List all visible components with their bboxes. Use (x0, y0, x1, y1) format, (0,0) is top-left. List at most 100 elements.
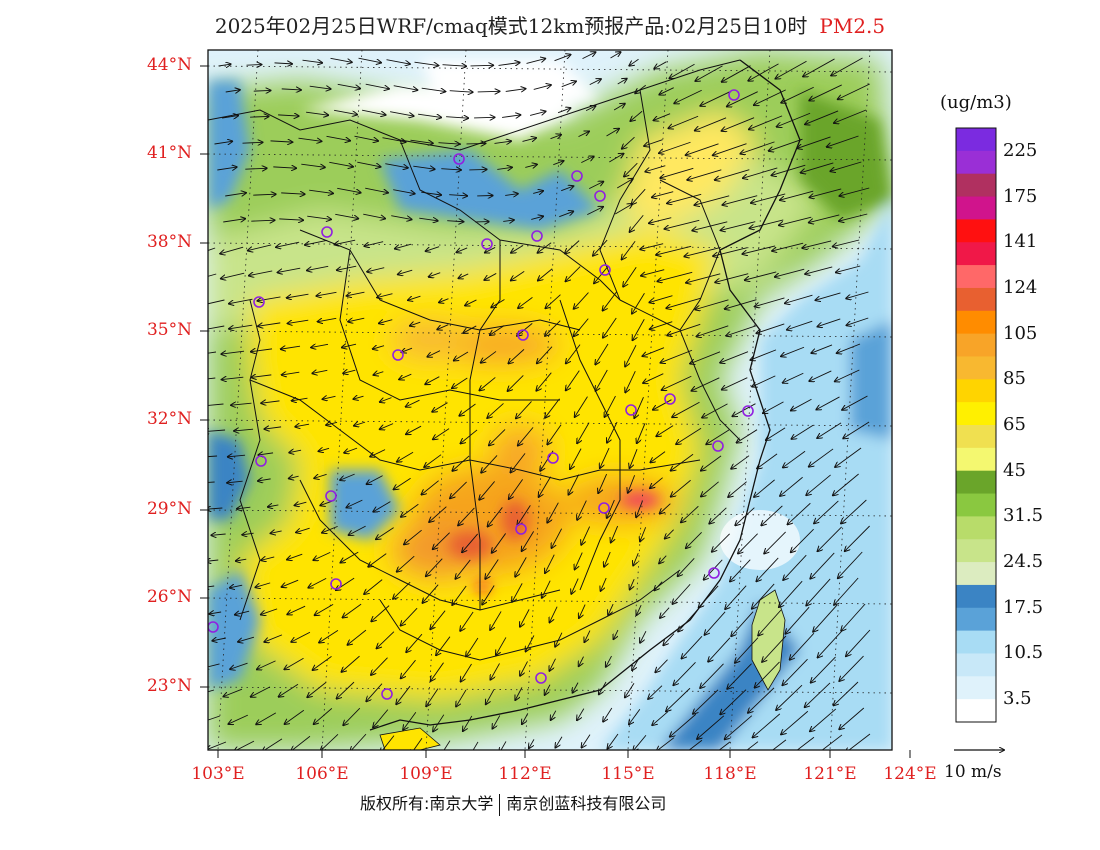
wind-arrow (511, 271, 525, 280)
wind-arrow (261, 401, 280, 403)
wind-arrow (841, 499, 867, 523)
wind-arrow (551, 710, 557, 720)
wind-arrow (670, 63, 695, 78)
wind-arrow (313, 655, 332, 670)
wind-arrow (659, 87, 674, 95)
wind-arrow (449, 91, 473, 93)
wind-arrow (659, 555, 667, 564)
wind-arrow (599, 681, 607, 694)
wind-arrow (783, 658, 808, 685)
wind-arrow (780, 190, 814, 200)
wind-arrow (406, 425, 422, 434)
wind-arrow (479, 377, 496, 390)
wind-arrow (654, 113, 671, 121)
wind-arrow (443, 740, 451, 750)
wind-arrow (522, 138, 537, 142)
wind-arrow (490, 325, 505, 335)
wind-arrow (616, 179, 633, 189)
wind-arrow (408, 296, 421, 300)
wind-arrow (505, 194, 518, 196)
station-marker (515, 523, 527, 535)
wind-arrow (334, 239, 356, 244)
wind-arrow (632, 188, 646, 204)
wind-arrow (606, 655, 612, 667)
wind-arrow (258, 479, 271, 481)
wind-arrow (264, 634, 283, 642)
wind-arrow (653, 399, 672, 410)
wind-arrow (281, 89, 301, 90)
lon-label: 109°E (399, 764, 453, 784)
wind-arrow (347, 291, 365, 296)
wind-arrow (607, 499, 615, 518)
wind-arrow (831, 57, 863, 76)
wind-arrow (413, 166, 434, 169)
wind-arrow (406, 633, 423, 652)
wind-arrow (834, 681, 859, 705)
wind-arrow (208, 689, 215, 693)
wind-arrow (552, 528, 563, 548)
wind-arrow (539, 476, 552, 497)
wind-arrow (485, 559, 499, 578)
wind-arrow (508, 375, 524, 391)
station-marker (599, 264, 611, 276)
wind-arrow (686, 531, 702, 548)
wind-arrow (287, 553, 303, 559)
wind-arrow (516, 401, 532, 418)
station-marker (625, 404, 637, 416)
wind-arrow (208, 430, 226, 432)
wind-arrow (617, 79, 627, 85)
wind-arrow (287, 605, 306, 614)
wind-arrow (362, 109, 385, 115)
colorbar-swatch (956, 219, 996, 243)
grid-line-lat (208, 419, 892, 427)
wind-arrow (314, 474, 327, 478)
wind-arrow (835, 369, 860, 381)
wind-arrow (797, 136, 831, 148)
wind-arrow (373, 501, 391, 512)
wind-arrow (657, 737, 675, 750)
wind-arrow (695, 195, 730, 205)
wind-arrow (754, 479, 775, 497)
wind-arrow (436, 636, 451, 656)
wind-arrow (763, 401, 784, 413)
wind-arrow (404, 529, 422, 544)
wind-arrow (330, 57, 352, 62)
wind-arrow (261, 608, 278, 615)
wind-arrow (605, 395, 616, 417)
station-marker (481, 238, 493, 250)
wind-arrow (295, 502, 307, 505)
wind-arrow (545, 554, 555, 573)
wind-arrow (641, 269, 665, 276)
wind-arrow (487, 403, 504, 418)
wind-arrow (419, 218, 437, 221)
wind-arrow (439, 299, 449, 303)
wind-arrow (595, 369, 608, 391)
wind-arrow (701, 481, 719, 497)
axis-ticks (200, 65, 911, 758)
colorbar-swatch (956, 516, 996, 540)
station-markers (208, 89, 754, 700)
wind-arrow (745, 271, 777, 280)
lat-label: 26°N (146, 587, 192, 607)
wind-arrow (430, 610, 446, 630)
wind-arrow (279, 683, 299, 697)
wind-arrow (545, 398, 560, 418)
wind-arrow (846, 629, 871, 656)
wind-arrow (779, 216, 812, 225)
colorbar-label: 141 (1003, 231, 1038, 253)
wind-arrow (469, 169, 486, 170)
wind-arrow (783, 554, 807, 580)
wind-arrow (603, 317, 617, 338)
station-marker (728, 89, 740, 101)
wind-arrow (737, 429, 758, 443)
wind-arrow (353, 396, 364, 399)
wind-arrow (354, 135, 379, 141)
wind-arrow (585, 106, 595, 112)
wind-arrow (761, 505, 783, 525)
wind-arrow (587, 207, 603, 216)
grid-line-lat (208, 509, 892, 517)
colorbar-label: 10.5 (1003, 642, 1044, 664)
wind-arrow (298, 138, 322, 141)
wind-arrow (843, 421, 870, 438)
wind-arrow (208, 299, 225, 305)
